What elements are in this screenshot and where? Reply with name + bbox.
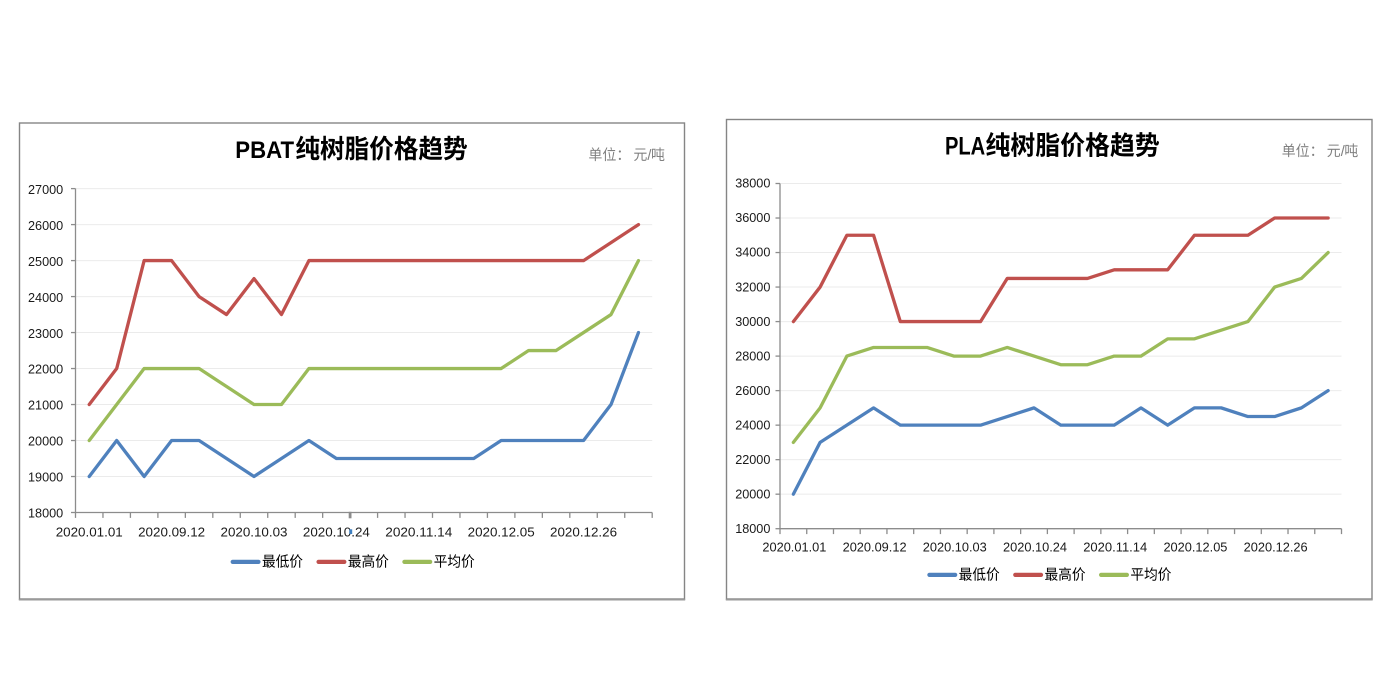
svg-text:22000: 22000 [28,362,63,377]
svg-text:/: / [647,148,652,164]
svg-text:18000: 18000 [735,521,770,536]
svg-text:25000: 25000 [28,254,63,269]
svg-text:2020.09.12: 2020.09.12 [138,525,205,540]
svg-text:36000: 36000 [735,210,770,225]
svg-text:26000: 26000 [28,218,63,233]
svg-text:2020.09.12: 2020.09.12 [843,540,907,555]
svg-text:2020.11.14: 2020.11.14 [1083,540,1147,555]
svg-text:2020.10.03: 2020.10.03 [923,540,987,555]
svg-text:27000: 27000 [28,182,63,197]
svg-text:20000: 20000 [735,486,770,501]
svg-text:2020.12.05: 2020.12.05 [1163,540,1227,555]
svg-text:2020.10.24: 2020.10.24 [303,525,370,540]
svg-text:2020.12.26: 2020.12.26 [1244,540,1308,555]
svg-text:30000: 30000 [735,314,770,329]
svg-text:32000: 32000 [735,279,770,294]
svg-text:21000: 21000 [28,398,63,413]
svg-text:28000: 28000 [735,348,770,363]
svg-text:23000: 23000 [28,326,63,341]
svg-text:19000: 19000 [28,470,63,485]
svg-text:2020.01.01: 2020.01.01 [56,525,123,540]
svg-text:38000: 38000 [735,176,770,191]
svg-text:22000: 22000 [735,452,770,467]
svg-text:PBAT: PBAT [235,137,294,164]
svg-text:2020.10.03: 2020.10.03 [221,525,288,540]
svg-text:20000: 20000 [28,434,63,449]
svg-text:/: / [1341,144,1346,160]
svg-text:24000: 24000 [28,290,63,305]
svg-text:24000: 24000 [735,417,770,432]
svg-text:2020.11.14: 2020.11.14 [385,525,452,540]
svg-text:26000: 26000 [735,383,770,398]
svg-text:PLA: PLA [945,133,985,161]
svg-text:34000: 34000 [735,245,770,260]
svg-text:18000: 18000 [28,506,63,521]
svg-text:2020.10.24: 2020.10.24 [1003,540,1067,555]
svg-text:2020.12.26: 2020.12.26 [550,525,617,540]
svg-text:2020.12.05: 2020.12.05 [468,525,535,540]
svg-text:2020.01.01: 2020.01.01 [762,540,826,555]
